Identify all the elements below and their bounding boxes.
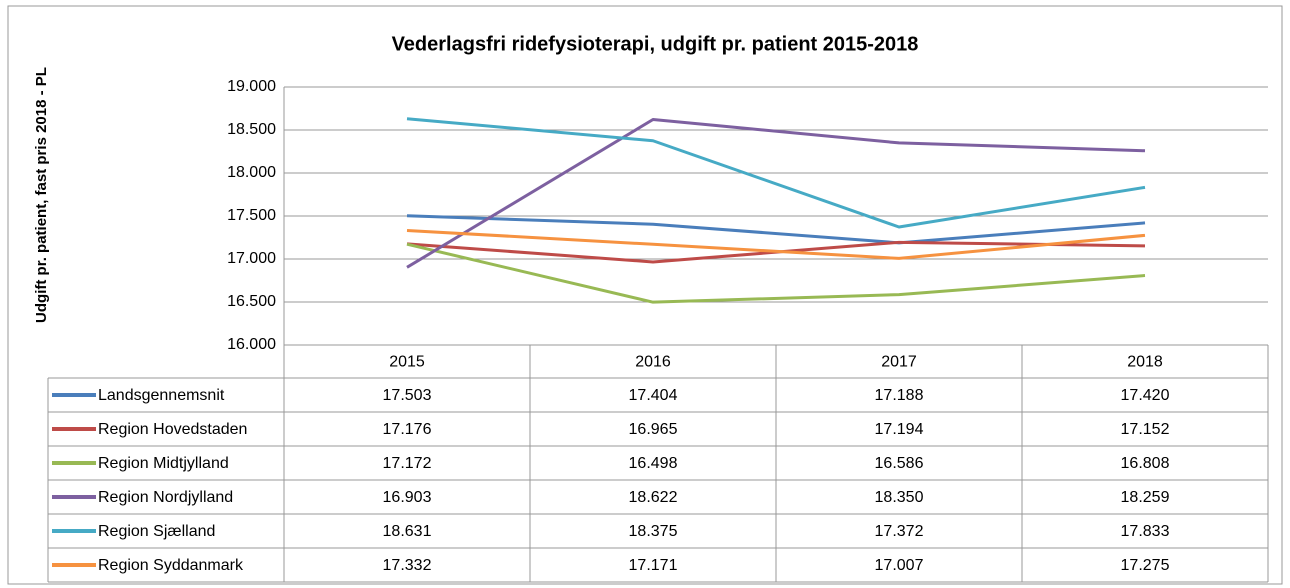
series-line [406, 214, 1146, 245]
series-line [406, 118, 1146, 269]
x-tick-label: 2017 [881, 354, 917, 371]
y-tick-label: 19.000 [227, 78, 276, 95]
table-value: 17.420 [1121, 387, 1170, 404]
table-value: 17.152 [1121, 421, 1170, 438]
table-value: 17.176 [383, 421, 432, 438]
x-tick-label: 2016 [635, 354, 671, 371]
table-value: 16.965 [629, 421, 678, 438]
y-tick-label: 16.000 [227, 336, 276, 353]
y-tick-label: 18.000 [227, 164, 276, 181]
table-value: 17.833 [1121, 523, 1170, 540]
x-tick-label: 2015 [389, 354, 425, 371]
table-value: 17.372 [875, 523, 924, 540]
legend-label: Region Sjælland [98, 523, 215, 540]
table-value: 17.194 [875, 421, 924, 438]
y-tick-label: 18.500 [227, 121, 276, 138]
y-tick-label: 16.500 [227, 293, 276, 310]
series-line [406, 228, 1146, 260]
series-line [406, 242, 1146, 304]
table-value: 18.622 [629, 489, 678, 506]
y-tick-label: 17.000 [227, 250, 276, 267]
table-value: 17.171 [629, 557, 678, 574]
table-value: 17.404 [629, 387, 678, 404]
chart-title: Vederlagsfri ridefysioterapi, udgift pr.… [392, 33, 919, 55]
table-value: 17.007 [875, 557, 924, 574]
table-value: 18.259 [1121, 489, 1170, 506]
table-value: 17.172 [383, 455, 432, 472]
table-value: 16.903 [383, 489, 432, 506]
legend-label: Region Hovedstaden [98, 421, 247, 438]
table-value: 16.586 [875, 455, 924, 472]
legend-label: Region Nordjylland [98, 489, 233, 506]
table-value: 18.631 [383, 523, 432, 540]
y-axis-label: Udgift pr. patient, fast pris 2018 - PL [33, 67, 50, 323]
table-value: 16.498 [629, 455, 678, 472]
chart-border [7, 5, 1283, 585]
legend-label: Landsgennemsnit [98, 387, 225, 404]
legend-label: Region Midtjylland [98, 455, 229, 472]
table-value: 16.808 [1121, 455, 1170, 472]
table-value: 17.503 [383, 387, 432, 404]
series-line [406, 117, 1146, 229]
table-value: 18.350 [875, 489, 924, 506]
x-tick-label: 2018 [1127, 354, 1163, 371]
y-tick-label: 17.500 [227, 207, 276, 224]
table-value: 18.375 [629, 523, 678, 540]
table-value: 17.188 [875, 387, 924, 404]
table-value: 17.332 [383, 557, 432, 574]
table-value: 17.275 [1121, 557, 1170, 574]
legend-label: Region Syddanmark [98, 557, 244, 574]
